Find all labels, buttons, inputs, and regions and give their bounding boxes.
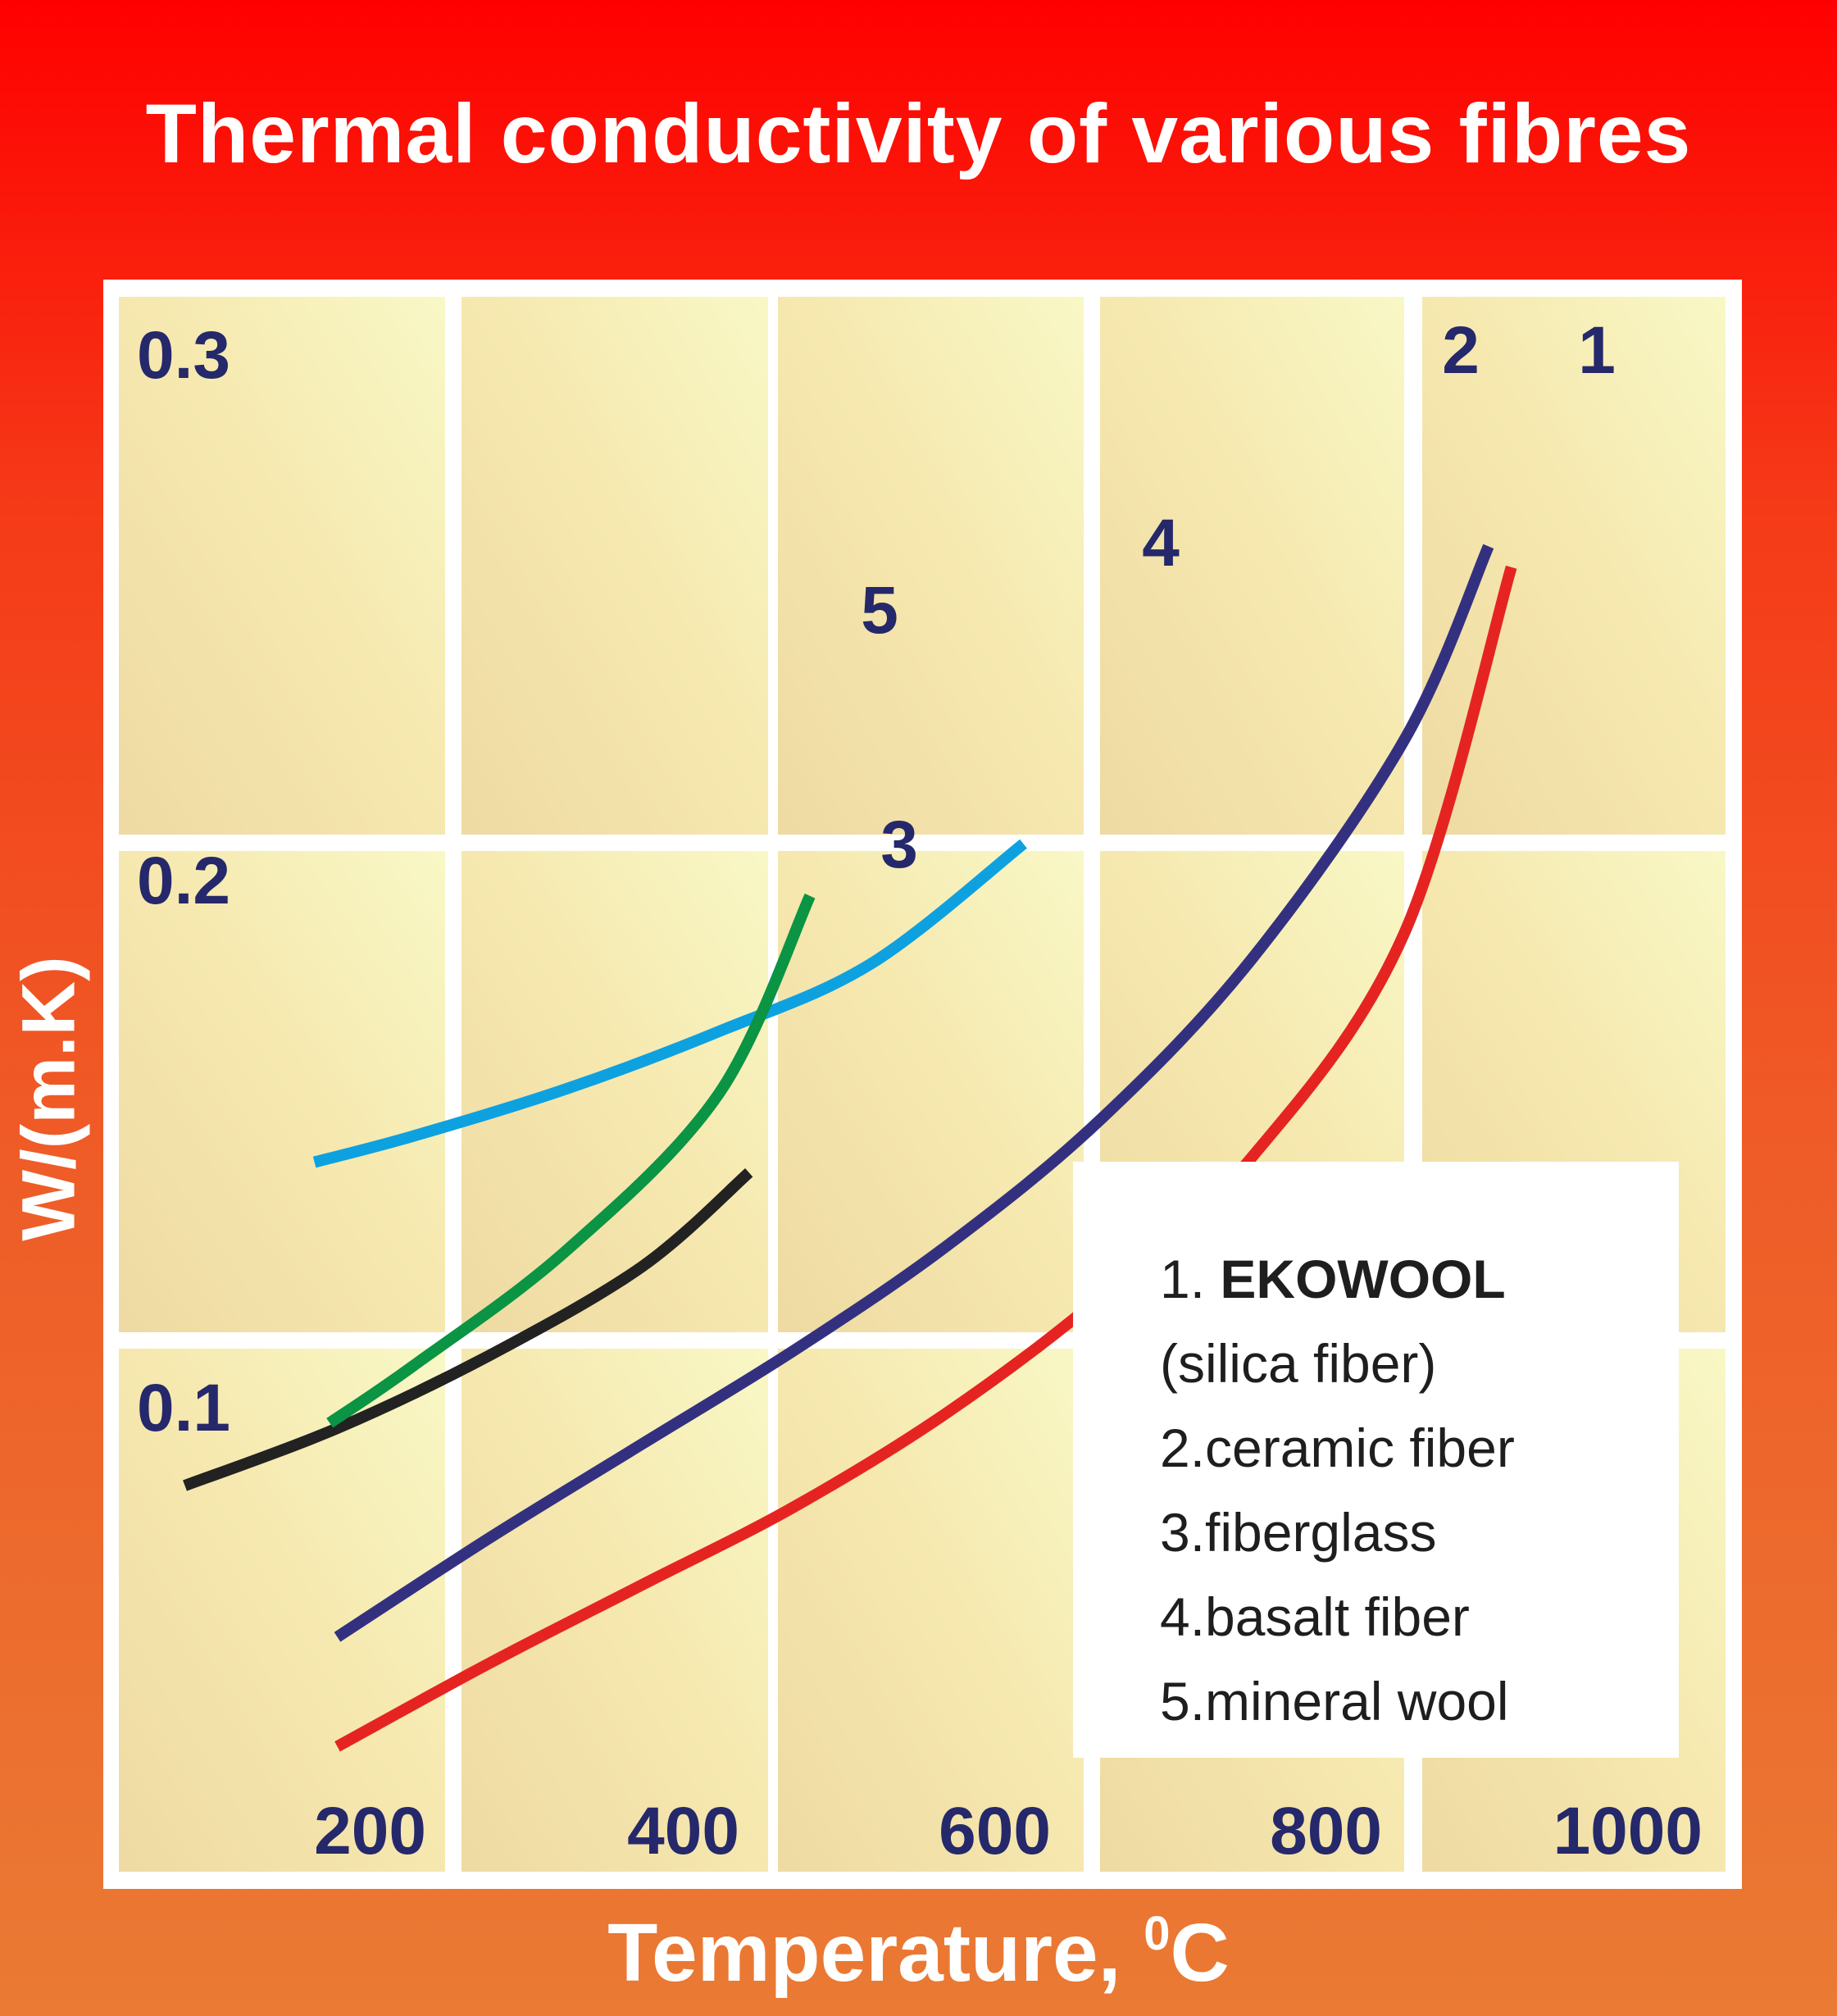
grid-cell-0-3 bbox=[1100, 297, 1404, 835]
grid-cell-2-2 bbox=[778, 1349, 1084, 1872]
legend-item-6: 5.mineral wool bbox=[1160, 1671, 1509, 1732]
series-label-1: 1 bbox=[1578, 313, 1616, 388]
grid-cell-0-1 bbox=[462, 297, 768, 835]
tick-labels: 200 400 600 800 1000 0.1 0.2 0.3 bbox=[137, 318, 1703, 1868]
grid-cell-0-4 bbox=[1422, 297, 1726, 835]
grid-cell-0-2 bbox=[778, 297, 1084, 835]
series-lines bbox=[183, 544, 1517, 1752]
series-label-3: 3 bbox=[880, 808, 918, 882]
grid-cell-2-1 bbox=[462, 1349, 768, 1872]
series-line-4 bbox=[312, 839, 1027, 1168]
grid-cell-2-0 bbox=[119, 1349, 445, 1872]
x-axis-label: Temperature, 0C bbox=[0, 1906, 1837, 2000]
grid-cell-1-0 bbox=[119, 851, 445, 1332]
x-axis-unit-degree: 0 bbox=[1144, 1907, 1171, 1960]
y-tick-label-0.1: 0.1 bbox=[137, 1371, 230, 1445]
series-line-2 bbox=[334, 544, 1494, 1642]
series-line-3 bbox=[183, 1167, 753, 1491]
x-tick-label-600: 600 bbox=[939, 1794, 1051, 1868]
legend-item-5: 4.basalt fiber bbox=[1160, 1586, 1470, 1647]
legend-item-2: (silica fiber) bbox=[1160, 1333, 1437, 1394]
legend: 1. EKOWOOL (silica fiber) 2.ceramic fiber 3… bbox=[1073, 1162, 1679, 1758]
x-tick-label-200: 200 bbox=[314, 1794, 426, 1868]
series-line-1 bbox=[334, 565, 1517, 1752]
legend-item-1: 1. EKOWOOL bbox=[1160, 1249, 1506, 1309]
x-axis-unit-letter: C bbox=[1170, 1907, 1230, 1999]
x-tick-label-400: 400 bbox=[627, 1794, 739, 1868]
legend-item-brand: EKOWOOL bbox=[1220, 1249, 1506, 1309]
series-label-5: 5 bbox=[861, 573, 898, 648]
y-tick-label-0.2: 0.2 bbox=[137, 844, 230, 918]
x-tick-label-800: 800 bbox=[1270, 1794, 1382, 1868]
grid-cell-0-0 bbox=[119, 297, 445, 835]
series-label-4: 4 bbox=[1142, 506, 1180, 580]
series-label-2: 2 bbox=[1442, 313, 1480, 388]
legend-item-3: 2.ceramic fiber bbox=[1160, 1418, 1515, 1478]
x-tick-label-1000: 1000 bbox=[1553, 1794, 1703, 1868]
x-axis-label-text: Temperature, bbox=[607, 1907, 1144, 1999]
chart-title: Thermal conductivity of various fibres bbox=[145, 87, 1692, 180]
legend-item-4: 3.fiberglass bbox=[1160, 1502, 1437, 1563]
series-line-5 bbox=[326, 893, 816, 1428]
series-labels: 1 2 3 4 5 bbox=[861, 313, 1616, 882]
y-tick-label-0.3: 0.3 bbox=[137, 318, 230, 393]
